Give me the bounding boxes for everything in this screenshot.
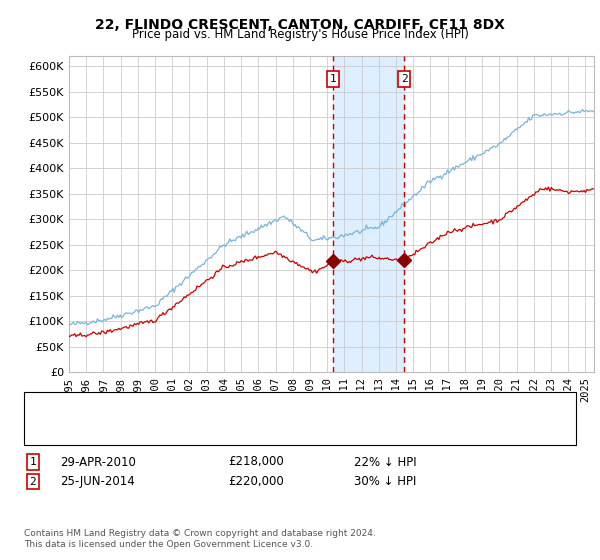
Text: HPI: Average price, detached house, Cardiff: HPI: Average price, detached house, Card… [87, 430, 326, 440]
Text: 2: 2 [29, 477, 37, 487]
Text: 25-JUN-2014: 25-JUN-2014 [60, 475, 135, 488]
Bar [333, 56, 404, 372]
Text: 22, FLINDO CRESCENT, CANTON, CARDIFF, CF11 8DX (detached house): 22, FLINDO CRESCENT, CANTON, CARDIFF, CF… [87, 415, 479, 425]
Text: 30% ↓ HPI: 30% ↓ HPI [354, 475, 416, 488]
Text: 22% ↓ HPI: 22% ↓ HPI [354, 455, 416, 469]
Text: 2: 2 [401, 74, 407, 84]
Text: 29-APR-2010: 29-APR-2010 [60, 455, 136, 469]
Text: 22, FLINDO CRESCENT, CANTON, CARDIFF, CF11 8DX: 22, FLINDO CRESCENT, CANTON, CARDIFF, CF… [95, 18, 505, 32]
Text: Price paid vs. HM Land Registry's House Price Index (HPI): Price paid vs. HM Land Registry's House … [131, 28, 469, 41]
Text: 1: 1 [29, 457, 37, 467]
Text: £218,000: £218,000 [228, 455, 284, 469]
Text: £220,000: £220,000 [228, 475, 284, 488]
Text: Contains HM Land Registry data © Crown copyright and database right 2024.
This d: Contains HM Land Registry data © Crown c… [24, 529, 376, 549]
Text: 1: 1 [329, 74, 336, 84]
